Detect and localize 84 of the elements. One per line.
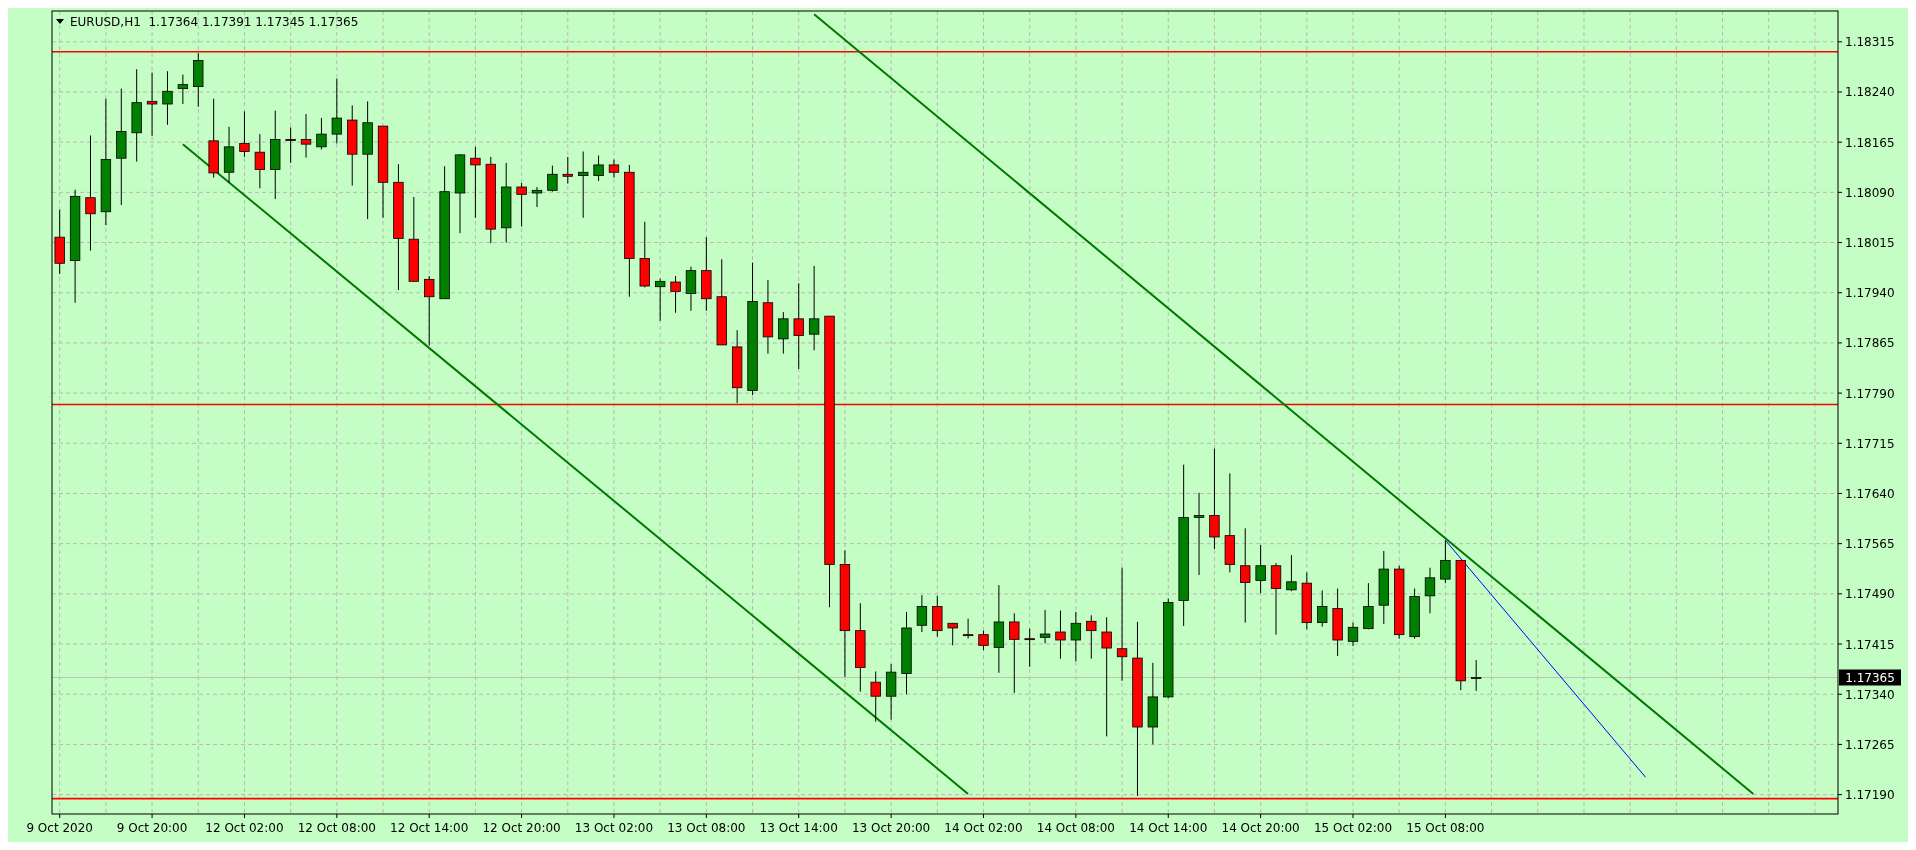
y-tick-label: 1.17940 (1845, 286, 1895, 301)
candlestick (1347, 622, 1359, 647)
candlestick (1193, 492, 1205, 576)
y-tick-label: 1.18165 (1845, 135, 1895, 150)
y-tick-label: 1.17265 (1845, 737, 1895, 752)
x-tick-label: 9 Oct 20:00 (116, 821, 188, 835)
candlestick (285, 126, 296, 164)
candlestick (254, 133, 266, 189)
x-tick-label: 14 Oct 14:00 (1129, 821, 1208, 835)
x-tick-label: 15 Oct 02:00 (1313, 821, 1393, 835)
x-tick-label: 13 Oct 02:00 (574, 821, 654, 835)
candlestick (1471, 659, 1482, 692)
candlestick (1039, 609, 1051, 644)
candlestick (947, 622, 958, 646)
candlestick (1009, 612, 1020, 694)
x-tick-label: 15 Oct 08:00 (1406, 821, 1485, 835)
candlestick (1270, 562, 1282, 636)
x-tick-label: 12 Oct 14:00 (390, 821, 469, 835)
candlestick (177, 74, 189, 105)
candlestick (470, 146, 481, 219)
candlestick (654, 278, 666, 322)
y-tick-label: 1.18315 (1845, 35, 1895, 50)
candlestick (870, 670, 881, 723)
x-tick-label: 13 Oct 14:00 (759, 821, 838, 835)
candlestick (1424, 567, 1436, 614)
candlestick (962, 618, 974, 640)
candlestick (1317, 590, 1328, 628)
x-tick-label: 14 Oct 08:00 (1036, 821, 1115, 835)
y-tick-label: 1.18240 (1845, 85, 1895, 100)
candlestick (1101, 616, 1112, 737)
y-tick-label: 1.17190 (1845, 788, 1895, 803)
candlestick (300, 113, 312, 159)
candlestick (808, 265, 820, 351)
y-tick-label: 1.17640 (1845, 486, 1895, 501)
y-tick-label: 1.17865 (1845, 336, 1895, 351)
candlestick (424, 275, 435, 347)
ref-line-label: 1.17365 (1845, 670, 1895, 685)
y-tick-label: 1.17340 (1845, 687, 1895, 702)
candlestick (531, 186, 543, 208)
candlestick (547, 165, 558, 193)
candlestick (1070, 611, 1082, 662)
candlestick (1116, 567, 1128, 682)
candlestick (516, 182, 527, 227)
y-tick-label: 1.17715 (1845, 436, 1895, 451)
x-tick-label: 13 Oct 08:00 (667, 821, 746, 835)
candlestick (608, 159, 620, 179)
candlestick (1286, 554, 1297, 592)
y-tick-label: 1.18090 (1845, 185, 1895, 200)
y-tick-label: 1.17790 (1845, 386, 1895, 401)
candlestick (1086, 614, 1097, 660)
x-tick-label: 14 Oct 20:00 (1221, 821, 1300, 835)
candlestick (578, 151, 589, 219)
x-tick-label: 12 Oct 20:00 (482, 821, 561, 835)
candlestick (146, 72, 158, 137)
candlestick (793, 282, 804, 370)
x-tick-label: 12 Oct 02:00 (205, 821, 284, 835)
y-tick-label: 1.17565 (1845, 537, 1895, 552)
candlestick (331, 78, 343, 144)
candlestick (1440, 539, 1451, 584)
x-tick-label: 12 Oct 08:00 (297, 821, 376, 835)
x-tick-label: 13 Oct 20:00 (851, 821, 931, 835)
y-tick-label: 1.17415 (1845, 637, 1895, 652)
candlestick (316, 117, 327, 151)
candlestick (978, 630, 989, 651)
candlestick (162, 70, 173, 126)
candlestick (1255, 544, 1266, 594)
candlestick (670, 275, 681, 314)
candlestick (85, 134, 96, 252)
y-tick-label: 1.18015 (1845, 236, 1895, 251)
candlestick (916, 594, 928, 633)
candlestick (562, 156, 573, 185)
candlestick (1024, 628, 1035, 668)
x-tick-label: 14 Oct 02:00 (944, 821, 1023, 835)
candlestick (1055, 610, 1066, 660)
y-tick-label: 1.17490 (1845, 587, 1895, 602)
candlestick (239, 110, 250, 158)
candlestick (778, 311, 789, 355)
x-tick-label: 9 Oct 2020 (26, 821, 93, 835)
candlestick (1240, 527, 1251, 624)
chart-title: EURUSD,H1 1.17364 1.17391 1.17345 1.17365 (70, 15, 359, 29)
candlestick (593, 155, 604, 182)
candlestick (685, 266, 697, 312)
candlestick (1209, 448, 1220, 550)
candlestick (1363, 582, 1374, 630)
